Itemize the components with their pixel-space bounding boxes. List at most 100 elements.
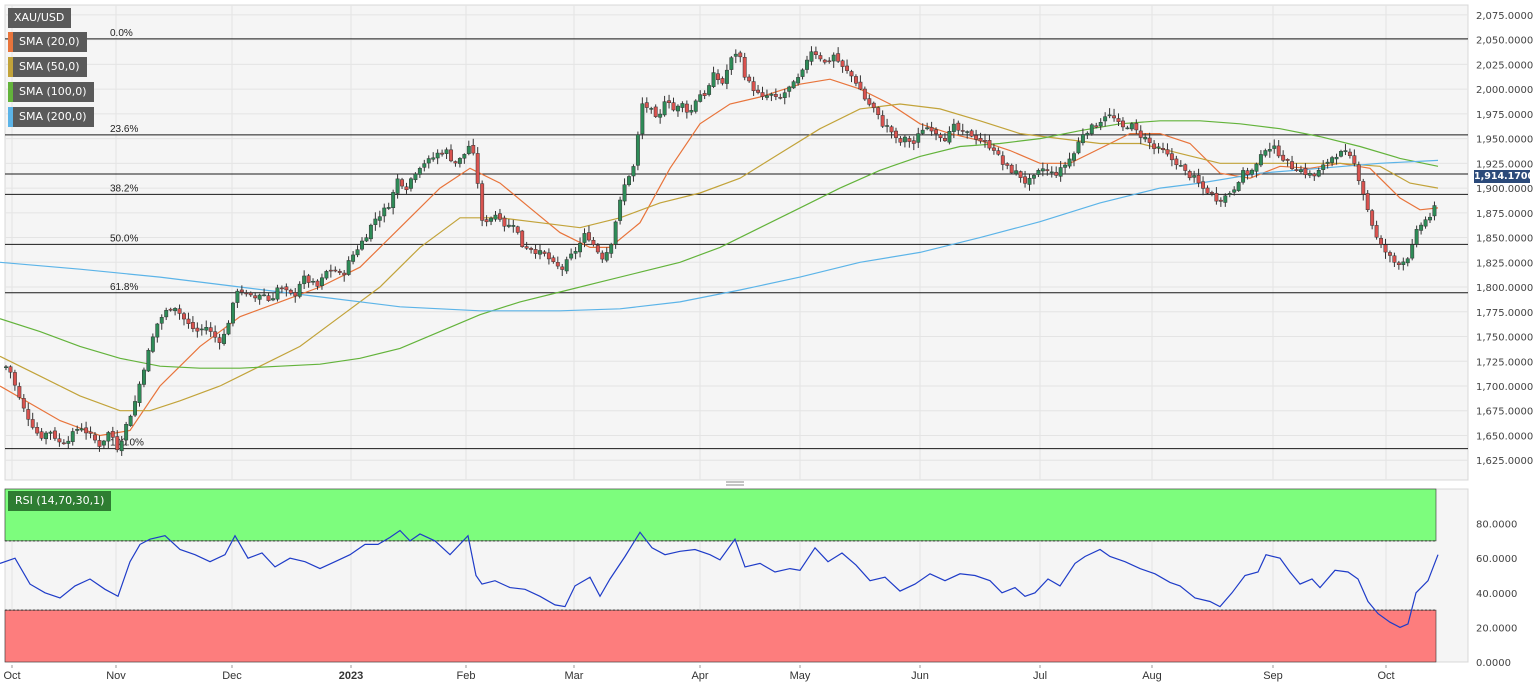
candle-body [822, 59, 827, 63]
price-panel[interactable] [4, 4, 1469, 481]
candle-down [213, 325, 218, 343]
candle-body [1178, 165, 1183, 167]
candle-down [186, 312, 191, 329]
candle-body [756, 89, 760, 93]
candle-body [1356, 164, 1361, 182]
candle-down [974, 129, 979, 145]
candle-body [320, 277, 324, 286]
candle-body [373, 218, 378, 225]
candle-body [306, 275, 311, 283]
candle-down [858, 75, 863, 91]
candle-body [1129, 123, 1134, 130]
candle-body [1000, 155, 1005, 165]
candle-up [1067, 152, 1072, 169]
candle-up [235, 288, 240, 308]
candle-down [266, 292, 271, 302]
candle-down [1210, 190, 1214, 197]
candle-down [1201, 176, 1205, 196]
candle-body [595, 245, 600, 253]
candle-up [689, 104, 694, 116]
candle-body [8, 366, 13, 373]
candle-up [1419, 222, 1424, 235]
candle-up [133, 395, 138, 418]
legend-sma-20[interactable]: SMA (20,0) [8, 32, 87, 52]
candle-body [75, 429, 80, 431]
candle-body [1214, 192, 1219, 202]
rsi-tick-label: 40.0000 [1476, 589, 1517, 600]
panel-resize-handle[interactable] [726, 481, 744, 486]
price-tick-label: 1,925.0000 [1476, 159, 1533, 170]
candle-down [560, 264, 565, 276]
rsi-legend[interactable]: RSI (14,70,30,1) [8, 491, 112, 511]
candle-body [1245, 170, 1250, 175]
legend-symbol-label: XAU/USD [14, 11, 65, 24]
legend-symbol[interactable]: XAU/USD [8, 8, 72, 28]
candle-body [582, 233, 587, 243]
candle-body [1147, 137, 1152, 143]
candle-up [1063, 161, 1068, 174]
candle-body [1258, 154, 1263, 166]
candle-body [1009, 164, 1014, 174]
candle-up [377, 210, 382, 228]
candle-body [1419, 224, 1424, 231]
candle-body [622, 184, 627, 202]
candle-body [44, 432, 48, 440]
candle-body [1072, 153, 1076, 161]
candle-body [1316, 169, 1321, 177]
candle-body [417, 168, 422, 175]
candle-down [315, 279, 320, 290]
candle-body [1299, 169, 1303, 172]
candle-down [182, 311, 186, 326]
candle-body [471, 145, 476, 154]
candle-up [1089, 123, 1094, 136]
candle-down [1165, 143, 1170, 157]
candle-body [1321, 164, 1326, 170]
candle-up [1339, 149, 1343, 158]
candle-body [231, 302, 235, 324]
candle-up [48, 430, 53, 440]
candle-body [831, 54, 836, 62]
candle-body [101, 440, 106, 446]
candle-body [222, 333, 227, 344]
candle-up [155, 322, 160, 343]
candle-body [1161, 148, 1165, 150]
candle-body [1374, 225, 1379, 238]
sma-line [0, 103, 1439, 412]
candle-body [1383, 244, 1388, 253]
candle-down [778, 93, 783, 100]
fibonacci-label: 38.2% [110, 183, 138, 194]
candle-body [609, 244, 614, 254]
candle-body [751, 81, 756, 92]
candle-body [1116, 118, 1121, 122]
candle-down [342, 269, 347, 282]
candle-body [787, 86, 792, 92]
candle-up [320, 273, 324, 290]
candle-body [164, 310, 169, 318]
legend-sma-100[interactable]: SMA (100,0) [8, 82, 94, 102]
candle-up [831, 52, 836, 68]
candle-up [1125, 125, 1130, 130]
candle-body [515, 226, 520, 233]
candle-down [600, 250, 605, 263]
candle-down [1245, 167, 1250, 180]
candle-up [1076, 137, 1081, 155]
candle-up [916, 127, 921, 148]
candle-up [417, 166, 422, 178]
candle-body [61, 442, 66, 445]
candle-body [916, 133, 921, 143]
candle-up [538, 244, 542, 260]
candle-down [987, 134, 992, 151]
sma-50-swatch [8, 57, 13, 77]
candle-up [150, 333, 155, 354]
time-tick-label: Apr [691, 670, 708, 682]
candle-down [244, 289, 249, 297]
candle-body [150, 336, 155, 352]
candle-up [1040, 162, 1045, 177]
candle-up [173, 307, 178, 316]
candle-down [1365, 190, 1370, 213]
candle-up [159, 314, 164, 330]
candle-body [524, 246, 529, 249]
legend-sma-200[interactable]: SMA (200,0) [8, 107, 94, 127]
legend-sma-50[interactable]: SMA (50,0) [8, 57, 87, 77]
